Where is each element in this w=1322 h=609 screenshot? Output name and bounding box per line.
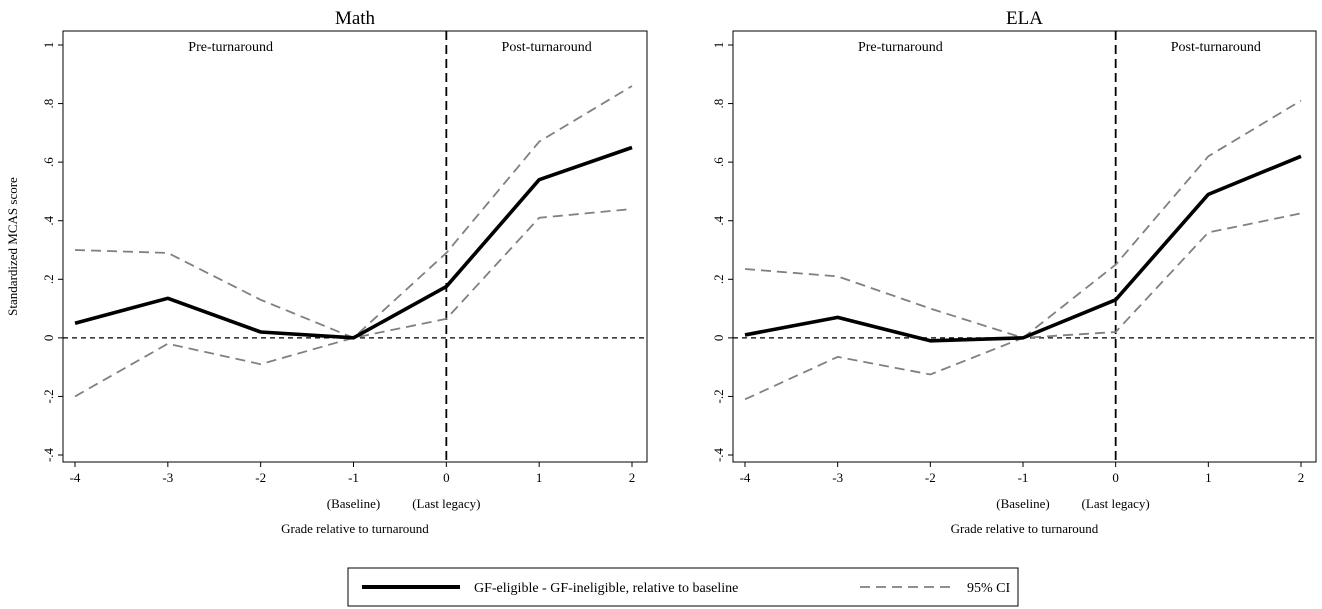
panel-ela: ELA -.4 -.2 0 .2 .4 .6 .8 1 -4 -3 -2 -1 0 1 2 (Baseline)… [711, 8, 1317, 536]
y-tick-label: -.2 [711, 389, 726, 403]
y-tick-label: .4 [711, 215, 726, 225]
y-tick-label: .4 [41, 215, 56, 225]
x-tick-label: -3 [162, 470, 173, 485]
y-tick-label: .8 [711, 99, 726, 109]
region-label-pre: Pre-turnaround [188, 40, 273, 55]
region-label-post: Post-turnaround [1171, 40, 1261, 55]
y-tick-label: -.2 [41, 389, 56, 403]
region-label-pre: Pre-turnaround [858, 40, 943, 55]
y-tick-label: .8 [41, 99, 56, 109]
x-tick-sublabel: (Baseline) [996, 496, 1049, 511]
x-tick-label: 2 [629, 470, 636, 485]
y-tick-label: 0 [711, 335, 726, 342]
x-tick-label: -4 [70, 470, 81, 485]
y-tick-label: -.4 [41, 447, 56, 462]
legend: GF-eligible - GF-ineligible, relative to… [347, 567, 1019, 607]
y-tick-label: .6 [711, 157, 726, 167]
series-line-ci [744, 99, 1302, 339]
x-tick-label: -3 [832, 470, 843, 485]
x-tick-sublabel: (Baseline) [327, 496, 380, 511]
x-tick-label: -2 [255, 470, 266, 485]
series-line-ci [744, 212, 1302, 401]
chart-title: Math [335, 8, 376, 29]
x-tick-label: -1 [348, 470, 359, 485]
x-tick-sublabel: (Last legacy) [1082, 496, 1150, 511]
series-line-estimate [744, 154, 1302, 343]
y-tick-label: 0 [41, 335, 56, 342]
x-tick-label: 2 [1298, 470, 1305, 485]
x-tick-label: 0 [443, 470, 450, 485]
chart-title: ELA [1006, 8, 1043, 29]
region-label-post: Post-turnaround [502, 40, 592, 55]
y-tick-label: 1 [711, 42, 726, 49]
x-tick-sublabel: (Last legacy) [412, 496, 480, 511]
plot-frame [62, 30, 648, 463]
x-tick-label: -2 [925, 470, 936, 485]
y-tick-label: .2 [711, 274, 726, 284]
legend-label-estimate: GF-eligible - GF-ineligible, relative to… [474, 581, 738, 596]
panel-math: Math -.4 -.2 0 .2 .4 .6 .8 1 Standardized MCAS sc… [5, 8, 648, 536]
series-line-ci [74, 208, 633, 398]
y-tick-label: .6 [41, 157, 56, 167]
x-tick-label: -4 [740, 470, 751, 485]
plot-frame [732, 30, 1317, 463]
y-tick-label: .2 [41, 274, 56, 284]
y-axis-label: Standardized MCAS score [5, 177, 20, 316]
legend-label-ci: 95% CI [967, 581, 1011, 596]
y-tick-label: 1 [41, 42, 56, 49]
y-tick-label: -.4 [711, 447, 726, 462]
x-tick-label: 1 [536, 470, 543, 485]
series-line-estimate [74, 145, 633, 340]
x-axis-label: Grade relative to turnaround [281, 521, 429, 536]
x-tick-label: 0 [1112, 470, 1119, 485]
x-tick-label: 1 [1205, 470, 1212, 485]
x-tick-label: -1 [1018, 470, 1029, 485]
x-axis-label: Grade relative to turnaround [951, 521, 1099, 536]
